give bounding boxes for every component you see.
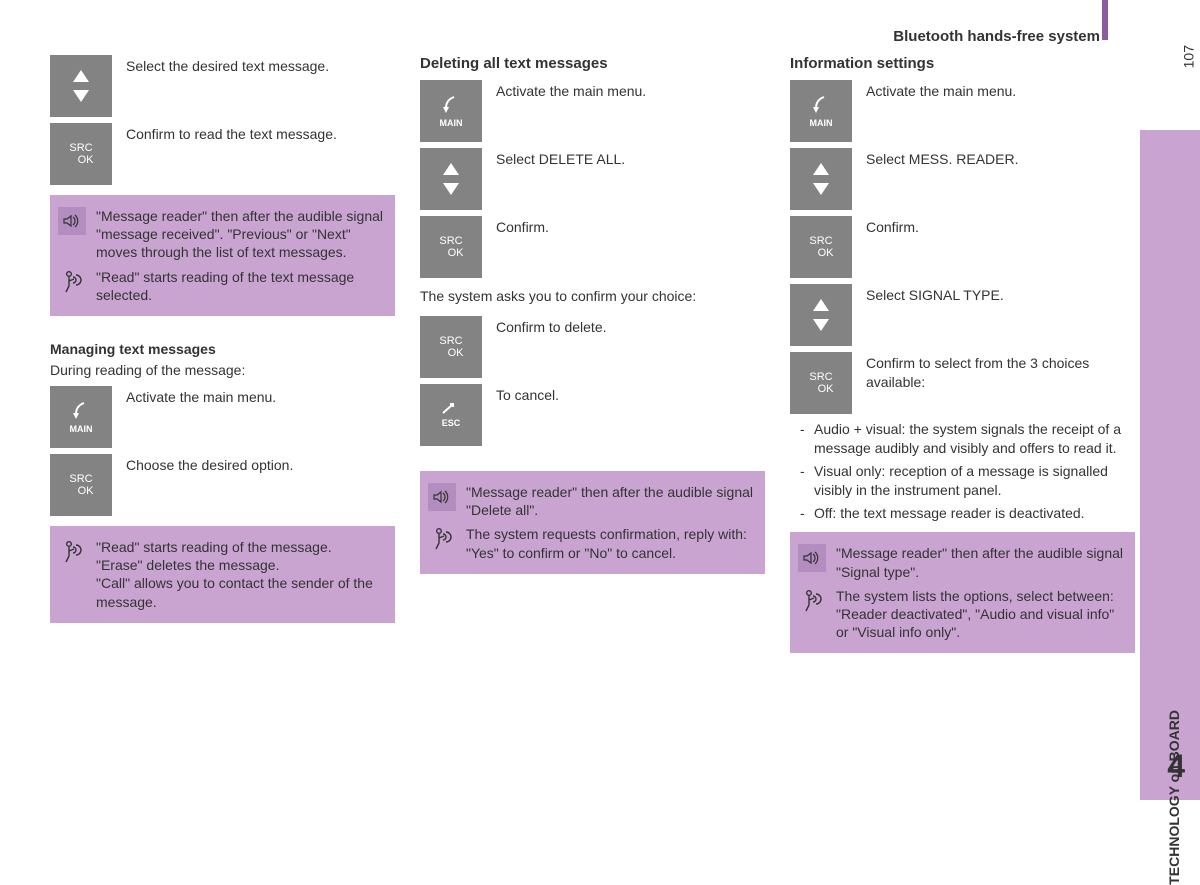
step-text: Activate the main menu.	[496, 80, 646, 101]
main-icon: MAIN	[50, 386, 112, 448]
list-item: Off: the text message reader is deactiva…	[802, 504, 1135, 523]
speaker-icon	[58, 207, 86, 235]
options-list: Audio + visual: the system signals the r…	[790, 420, 1135, 522]
side-label: TECHNOLOGY on BOARD	[1166, 710, 1182, 885]
step-text: Select DELETE ALL.	[496, 148, 625, 169]
esc-icon: ESC	[420, 384, 482, 446]
page-number: 107	[1180, 45, 1196, 68]
chapter-number: 4	[1167, 748, 1185, 785]
voice-person-icon	[428, 525, 456, 553]
step-text: Activate the main menu.	[126, 386, 276, 407]
src-ok-icon: SRC OK	[420, 316, 482, 378]
voice-tip-box: "Message reader" then after the audible …	[420, 471, 765, 574]
plain-text: The system asks you to confirm your choi…	[420, 288, 765, 304]
src-ok-icon: SRC OK	[50, 123, 112, 185]
speaker-icon	[798, 544, 826, 572]
voice-text: "Message reader" then after the audible …	[836, 544, 1125, 580]
column-1: Select the desired text message. SRC OK …	[50, 55, 395, 658]
step-text: Select the desired text message.	[126, 55, 329, 76]
voice-person-icon	[58, 538, 86, 566]
step-text: Choose the desired option.	[126, 454, 293, 475]
sub-heading: Managing text messages	[50, 341, 395, 357]
step-text: Confirm to select from the 3 choices ava…	[866, 352, 1135, 392]
updown-arrows-icon	[790, 284, 852, 346]
voice-tip-box: "Message reader" then after the audible …	[50, 195, 395, 316]
speaker-icon	[428, 483, 456, 511]
updown-arrows-icon	[790, 148, 852, 210]
voice-text: "Read" starts reading of the text messag…	[96, 268, 385, 304]
voice-text: The system requests confirmation, reply …	[466, 525, 755, 561]
voice-person-icon	[798, 587, 826, 615]
main-icon: MAIN	[420, 80, 482, 142]
list-item: Audio + visual: the system signals the r…	[802, 420, 1135, 458]
step-text: Activate the main menu.	[866, 80, 1016, 101]
step-text: Select MESS. READER.	[866, 148, 1019, 169]
updown-arrows-icon	[50, 55, 112, 117]
main-content: Select the desired text message. SRC OK …	[50, 55, 1135, 658]
column-2: Deleting all text messages MAIN Activate…	[420, 55, 765, 658]
step-text: Select SIGNAL TYPE.	[866, 284, 1004, 305]
section-heading: Deleting all text messages	[420, 55, 765, 72]
voice-text: The system lists the options, select bet…	[836, 587, 1125, 642]
src-ok-icon: SRC OK	[790, 216, 852, 278]
side-tab	[1140, 130, 1200, 800]
list-item: Visual only: reception of a message is s…	[802, 462, 1135, 500]
step-text: Confirm to read the text message.	[126, 123, 337, 144]
step-text: To cancel.	[496, 384, 559, 405]
top-accent-bar	[1102, 0, 1108, 40]
voice-text: "Message reader" then after the audible …	[466, 483, 755, 519]
plain-text: During reading of the message:	[50, 362, 395, 378]
voice-tip-box: "Message reader" then after the audible …	[790, 532, 1135, 653]
main-icon: MAIN	[790, 80, 852, 142]
updown-arrows-icon	[420, 148, 482, 210]
column-3: Information settings MAIN Activate the m…	[790, 55, 1135, 658]
step-text: Confirm to delete.	[496, 316, 607, 337]
page-header: Bluetooth hands-free system	[893, 28, 1100, 45]
src-ok-icon: SRC OK	[420, 216, 482, 278]
step-text: Confirm.	[866, 216, 919, 237]
voice-text: "Read" starts reading of the message. "E…	[96, 538, 385, 611]
voice-tip-box: "Read" starts reading of the message. "E…	[50, 526, 395, 623]
voice-person-icon	[58, 268, 86, 296]
section-heading: Information settings	[790, 55, 1135, 72]
src-ok-icon: SRC OK	[790, 352, 852, 414]
src-ok-icon: SRC OK	[50, 454, 112, 516]
step-text: Confirm.	[496, 216, 549, 237]
voice-text: "Message reader" then after the audible …	[96, 207, 385, 262]
